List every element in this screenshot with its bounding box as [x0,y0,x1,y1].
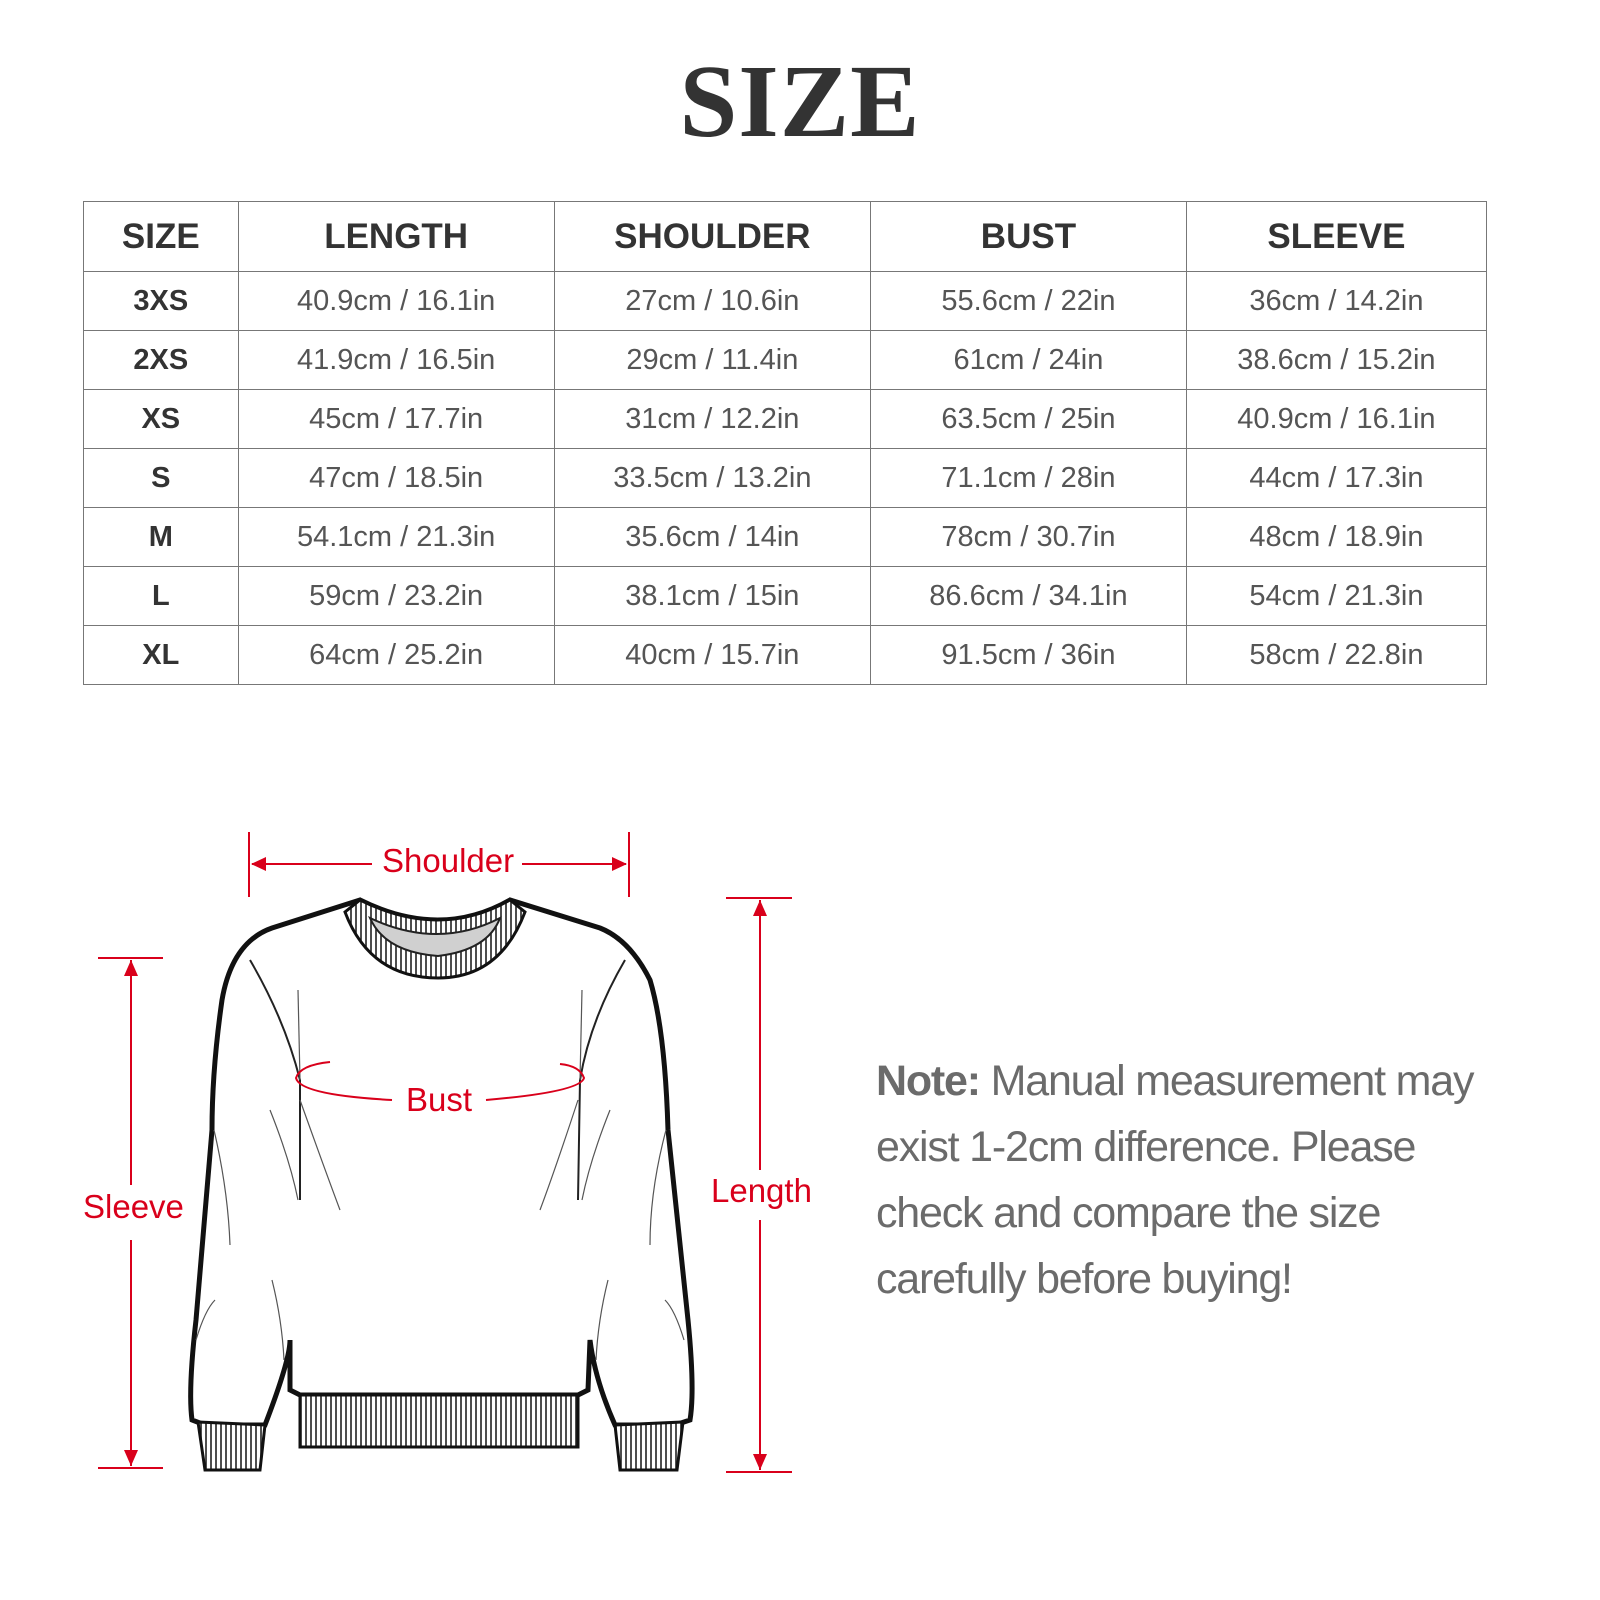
size-cell: M [83,507,239,567]
shoulder-measure-line [248,832,630,897]
measurement-cell: 48cm / 18.9in [1185,507,1488,567]
bust-label: Bust [406,1081,473,1118]
measurement-cell: 27cm / 10.6in [553,271,872,331]
size-cell: 3XS [83,271,239,331]
measurement-cell: 71.1cm / 28in [870,448,1187,508]
table-row: XL 64cm / 25.2in 40cm / 15.7in 91.5cm / 36i… [83,625,1488,685]
measurement-cell: 36cm / 14.2in [1185,271,1488,331]
measurement-cell: 41.9cm / 16.5in [237,330,555,390]
size-cell: L [83,566,239,626]
shoulder-label: Shoulder [382,842,515,879]
column-header-bust: BUST [870,201,1187,272]
sleeve-measure-line [98,957,163,1469]
column-header-shoulder: SHOULDER [553,201,872,272]
size-cell: S [83,448,239,508]
measurement-cell: 54cm / 21.3in [1185,566,1488,626]
measurement-cell: 31cm / 12.2in [553,389,872,449]
measurement-cell: 38.1cm / 15in [553,566,872,626]
measurement-cell: 35.6cm / 14in [553,507,872,567]
table-row: M 54.1cm / 21.3in 35.6cm / 14in 78cm / 30.7… [83,507,1488,567]
table-row: L 59cm / 23.2in 38.1cm / 15in 86.6cm / 34.1… [83,566,1488,626]
measurement-cell: 33.5cm / 13.2in [553,448,872,508]
length-label: Length [711,1172,812,1209]
measurement-cell: 55.6cm / 22in [870,271,1187,331]
measurement-cell: 78cm / 30.7in [870,507,1187,567]
sweatshirt-diagram: Shoulder Bust Sleeve Length [0,800,860,1520]
sweatshirt-body [188,897,695,1428]
column-header-sleeve: SLEEVE [1185,201,1488,272]
table-row: XS 45cm / 17.7in 31cm / 12.2in 63.5cm / 25i… [83,389,1488,449]
note-text: Manual measurement may exist 1-2cm diffe… [876,1057,1474,1303]
table-row: S 47cm / 18.5in 33.5cm / 13.2in 71.1cm / 28… [83,448,1488,508]
measurement-cell: 61cm / 24in [870,330,1187,390]
table-row: 2XS 41.9cm / 16.5in 29cm / 11.4in 61cm / 24… [83,330,1488,390]
note-prefix: Note: [876,1057,981,1105]
measurement-cell: 91.5cm / 36in [870,625,1187,685]
column-header-size: SIZE [83,201,239,272]
measurement-cell: 86.6cm / 34.1in [870,566,1187,626]
table-header-row: SIZE LENGTH SHOULDER BUST SLEEVE [83,201,1488,272]
size-cell: 2XS [83,330,239,390]
measurement-cell: 45cm / 17.7in [237,389,555,449]
size-cell: XL [83,625,239,685]
measurement-cell: 59cm / 23.2in [237,566,555,626]
measurement-cell: 29cm / 11.4in [553,330,872,390]
measurement-cell: 44cm / 17.3in [1185,448,1488,508]
measurement-cell: 58cm / 22.8in [1185,625,1488,685]
measurement-cell: 40cm / 15.7in [553,625,872,685]
sleeve-label: Sleeve [83,1188,184,1225]
size-cell: XS [83,389,239,449]
measurement-cell: 47cm / 18.5in [237,448,555,508]
length-measure-line [726,897,792,1473]
sweatshirt-illustration [98,832,792,1473]
measurement-cell: 64cm / 25.2in [237,625,555,685]
measurement-cell: 54.1cm / 21.3in [237,507,555,567]
measurement-cell: 40.9cm / 16.1in [237,271,555,331]
size-table: SIZE LENGTH SHOULDER BUST SLEEVE 3XS 40.9cm /… [83,201,1488,685]
page-title: SIZE [679,44,921,159]
column-header-length: LENGTH [237,201,555,272]
measurement-note: Note: Manual measurement may exist 1-2cm… [876,1048,1516,1312]
measurement-cell: 40.9cm / 16.1in [1185,389,1488,449]
measurement-cell: 63.5cm / 25in [870,389,1187,449]
table-row: 3XS 40.9cm / 16.1in 27cm / 10.6in 55.6cm / … [83,271,1488,331]
measurement-cell: 38.6cm / 15.2in [1185,330,1488,390]
